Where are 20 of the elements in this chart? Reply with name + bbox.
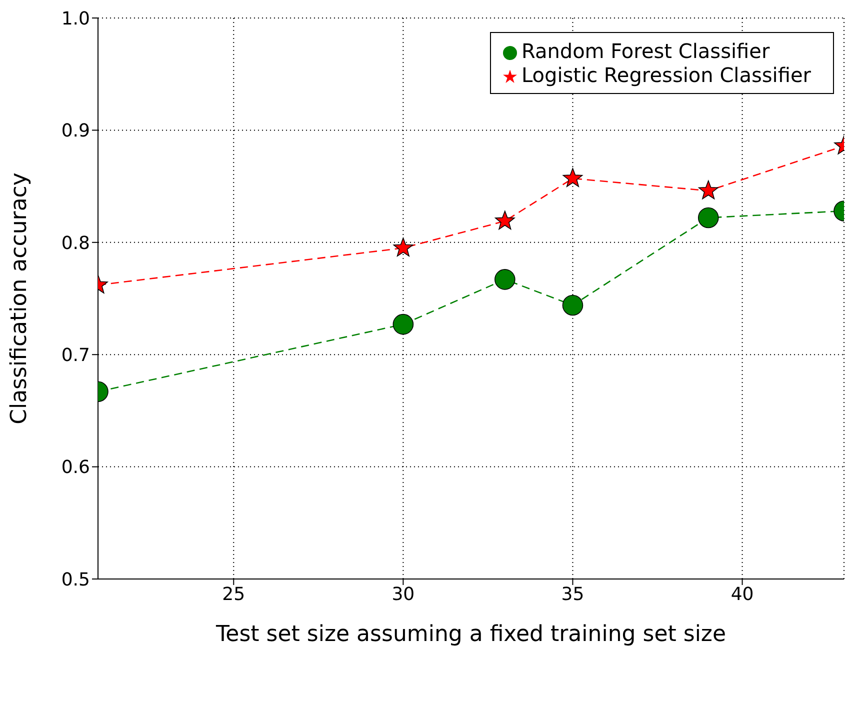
legend-label: Logistic Regression Classifier — [521, 63, 811, 87]
point — [562, 294, 584, 316]
y-tick-label: 0.5 — [61, 569, 90, 590]
legend-label: Random Forest Classifier — [521, 39, 770, 63]
y-tick-label: 0.9 — [61, 120, 90, 142]
x-tick-label: 40 — [730, 584, 754, 605]
point — [392, 314, 414, 335]
x-tick-label: 30 — [392, 584, 415, 605]
point — [562, 168, 583, 187]
point — [494, 269, 516, 290]
point — [393, 238, 414, 256]
x-axis-title: Test set size assuming a fixed training set size — [214, 622, 726, 647]
x-tick-label: 35 — [561, 584, 584, 605]
y-axis-title: Classification accuracy — [6, 172, 32, 424]
y-tick-label: 0.8 — [61, 232, 90, 254]
x-tick-label: 25 — [222, 584, 246, 605]
y-tick-label: 0.6 — [61, 457, 90, 478]
point — [495, 210, 515, 230]
y-tick-label: 1.0 — [61, 8, 90, 30]
y-tick-label: 0.7 — [61, 344, 90, 366]
